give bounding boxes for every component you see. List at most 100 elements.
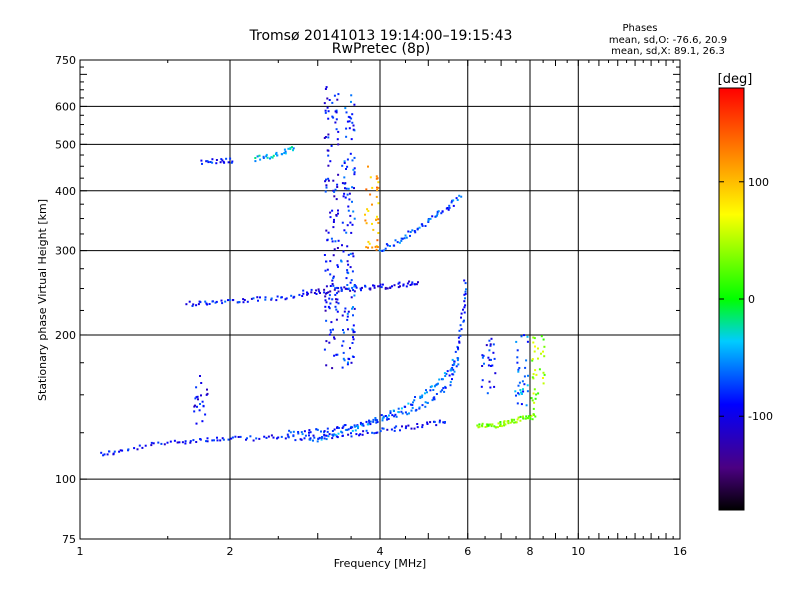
scatter-point — [206, 437, 209, 440]
scatter-point — [416, 426, 419, 429]
scatter-point — [543, 355, 546, 358]
scatter-point — [335, 128, 338, 131]
scatter-point — [401, 412, 404, 415]
scatter-point — [489, 386, 492, 389]
scatter-point — [381, 419, 384, 422]
scatter-point — [328, 99, 331, 101]
scatter-point — [455, 365, 458, 368]
scatter-point — [332, 254, 335, 257]
scatter-point — [297, 431, 300, 433]
scatter-point — [359, 421, 362, 424]
scatter-point — [335, 118, 338, 121]
scatter-point — [487, 364, 490, 367]
scatter-point — [450, 369, 453, 372]
scatter-point — [216, 439, 219, 442]
scatter-point — [375, 195, 378, 198]
x-tick-label: 8 — [527, 545, 534, 558]
scatter-point — [352, 255, 355, 258]
colorbar-tick-label: -100 — [748, 410, 773, 423]
scatter-point — [410, 283, 413, 286]
scatter-point — [228, 299, 231, 301]
scatter-point — [421, 394, 424, 397]
scatter-point — [346, 120, 349, 123]
scatter-point — [327, 177, 330, 180]
scatter-point — [493, 385, 496, 388]
scatter-point — [287, 147, 290, 150]
scatter-point — [195, 304, 198, 307]
scatter-point — [349, 152, 352, 155]
scatter-point — [532, 336, 535, 339]
scatter-point — [405, 285, 408, 288]
scatter-point — [451, 378, 453, 381]
scatter-point — [108, 450, 110, 453]
scatter-point — [421, 224, 424, 227]
scatter-point — [421, 223, 424, 226]
scatter-point — [353, 156, 356, 159]
scatter-point — [292, 296, 295, 299]
scatter-point — [397, 411, 400, 413]
stats-header: Phases — [622, 23, 657, 34]
scatter-point — [372, 228, 375, 231]
scatter-point — [340, 286, 343, 289]
scatter-point — [419, 397, 422, 399]
scatter-point — [387, 418, 390, 420]
scatter-point — [351, 429, 354, 432]
scatter-point — [394, 239, 397, 242]
scatter-point — [415, 283, 418, 286]
scatter-point — [166, 441, 169, 444]
scatter-point — [193, 410, 196, 413]
scatter-point — [204, 300, 207, 303]
scatter-point — [307, 292, 309, 295]
scatter-point — [201, 420, 204, 423]
scatter-point — [519, 389, 522, 391]
scatter-point — [516, 356, 519, 359]
scatter-point — [354, 285, 357, 288]
scatter-point — [365, 246, 368, 249]
scatter-point — [265, 155, 268, 158]
scatter-point — [389, 245, 391, 247]
scatter-point — [519, 415, 522, 418]
scatter-point — [351, 159, 354, 162]
scatter-point — [380, 286, 383, 289]
scatter-point — [270, 434, 273, 437]
scatter-point — [497, 422, 500, 425]
scatter-point — [331, 209, 334, 212]
scatter-point — [337, 290, 340, 293]
scatter-point — [334, 240, 337, 243]
scatter-point — [192, 439, 195, 442]
scatter-point — [533, 401, 536, 404]
scatter-point — [205, 160, 208, 163]
scatter-points — [100, 86, 546, 457]
scatter-point — [393, 284, 396, 287]
scatter-point — [538, 368, 541, 371]
scatter-point — [347, 187, 350, 190]
scatter-point — [369, 287, 372, 290]
scatter-point — [411, 404, 414, 406]
scatter-point — [516, 349, 519, 352]
scatter-point — [532, 392, 535, 395]
scatter-point — [330, 321, 333, 324]
scatter-point — [405, 236, 408, 239]
scatter-point — [292, 435, 295, 438]
scatter-point — [222, 438, 225, 441]
scatter-point — [324, 180, 327, 183]
scatter-point — [324, 292, 327, 295]
scatter-point — [284, 150, 287, 153]
scatter-point — [403, 237, 406, 240]
scatter-point — [441, 389, 444, 392]
scatter-point — [374, 417, 377, 419]
scatter-point — [224, 300, 227, 303]
scatter-point — [344, 182, 347, 185]
scatter-point — [255, 437, 258, 440]
scatter-point — [397, 286, 400, 289]
scatter-point — [481, 356, 484, 359]
scatter-point — [377, 186, 380, 189]
scatter-point — [533, 350, 536, 353]
scatter-point — [385, 243, 388, 246]
stats-x-line: mean, sd,X: 89.1, 26.3 — [611, 46, 725, 57]
scatter-point — [336, 286, 339, 289]
scatter-point — [349, 347, 351, 350]
scatter-point — [406, 413, 409, 416]
scatter-point — [509, 421, 512, 424]
scatter-point — [323, 437, 326, 440]
